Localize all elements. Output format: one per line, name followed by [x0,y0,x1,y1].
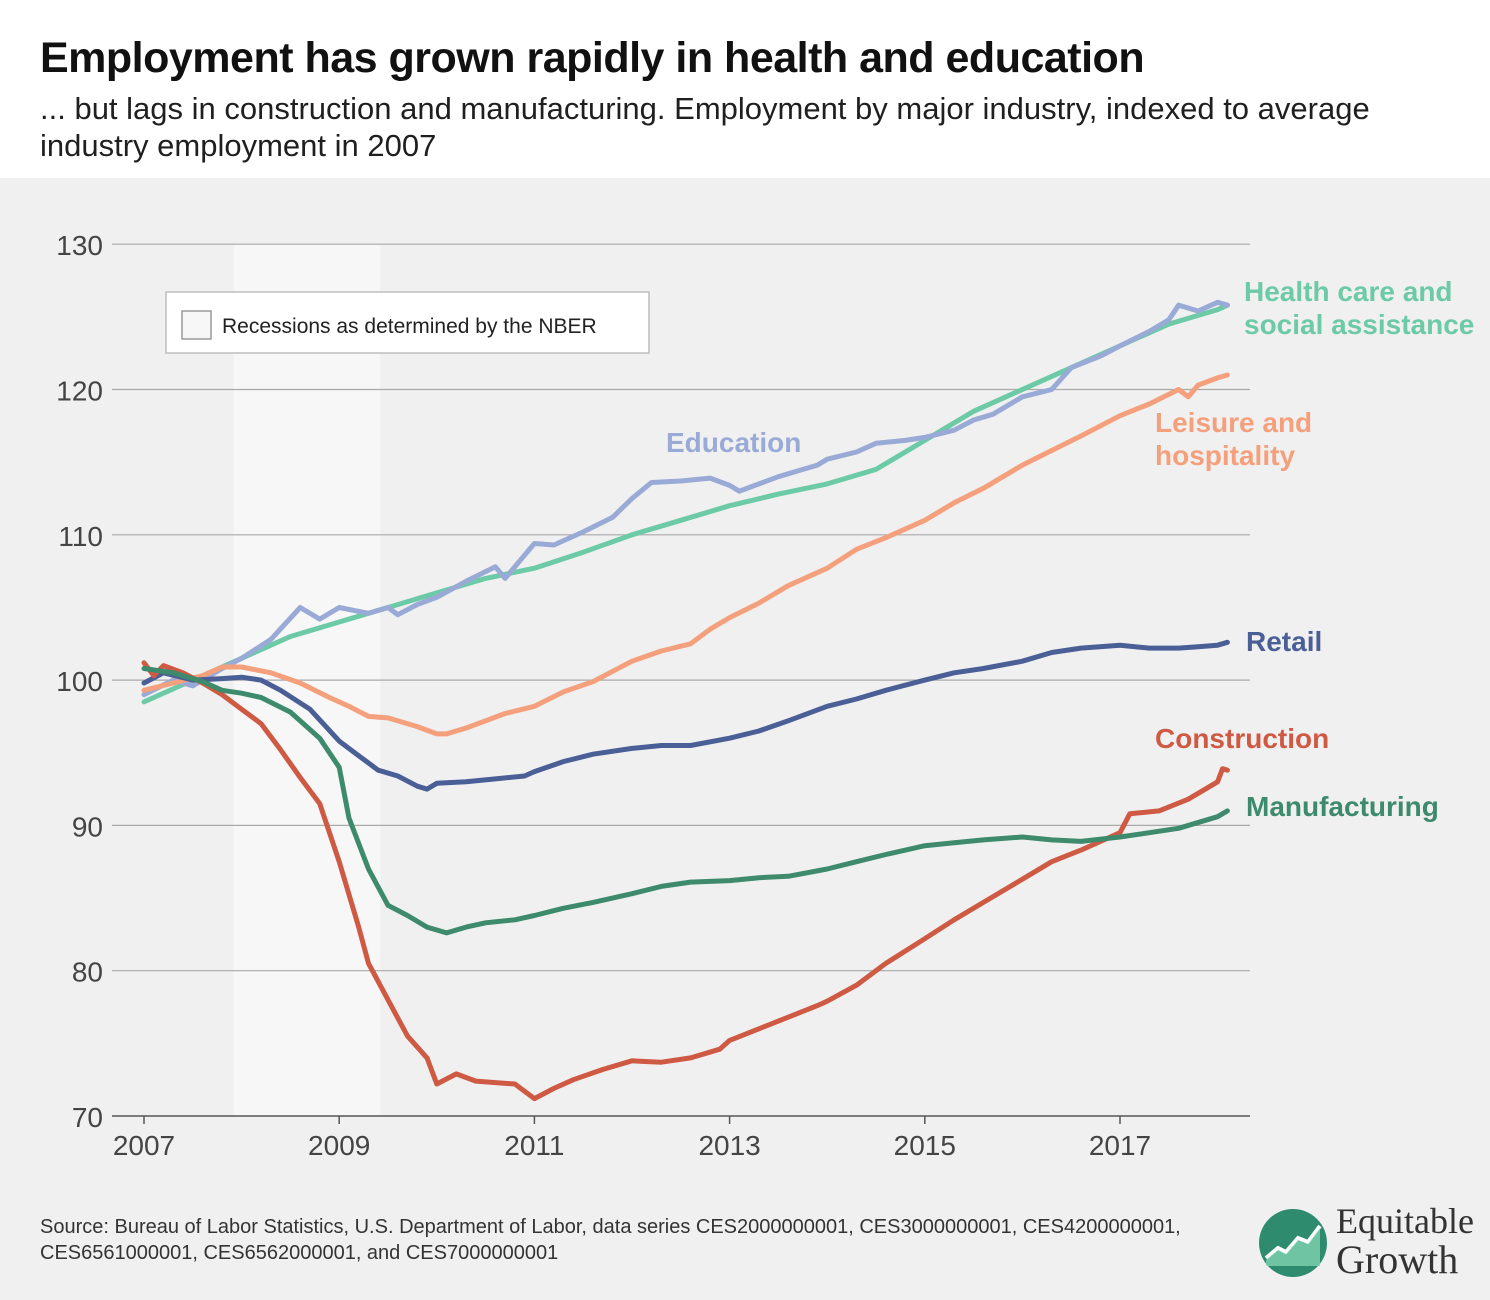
y-tick-label: 110 [58,521,103,552]
series-label-construction: Construction [1155,723,1329,754]
chart-subtitle: ... but lags in construction and manufac… [40,91,1370,163]
y-tick-label: 90 [72,811,103,842]
series-line-construction [141,660,1230,1102]
x-tick-label: 2009 [308,1130,370,1161]
gridlines [112,243,1250,1117]
y-tick-label: 100 [56,666,103,697]
y-tick-label: 130 [56,230,103,261]
legend-label: Recessions as determined by the NBER [222,315,597,338]
header: Employment has grown rapidly in health a… [0,0,1490,178]
y-tick-label: 70 [72,1102,103,1133]
series-label-manufacturing: Manufacturing [1246,791,1439,822]
y-axis: 70 80 90 100 110 120 130 [56,230,103,1133]
equitable-growth-logo: Equitable Growth [1258,1198,1490,1288]
series-line-manufacturing [141,666,1230,936]
legend: Recessions as determined by the NBER [165,291,650,354]
series-line-leisure-and-hospitality [141,372,1230,737]
x-tick-label: 2007 [113,1130,175,1161]
series-line-education [141,299,1230,698]
y-tick-label: 80 [72,957,103,988]
x-tick-label: 2013 [698,1130,760,1161]
chart-title: Employment has grown rapidly in health a… [40,34,1145,82]
series-label-education: Education [666,427,801,458]
x-tick-label: 2015 [894,1130,956,1161]
legend-box [165,291,650,354]
source-note: Source: Bureau of Labor Statistics, U.S.… [40,1216,1181,1264]
x-tick-label: 2017 [1089,1130,1151,1161]
series-line-retail [141,639,1230,792]
series-label-leisure-and-hospitality: Leisure and hospitality [1155,407,1312,471]
x-tick-label: 2011 [504,1130,564,1161]
series-labels: Health care and social assistance Educatio… [666,276,1474,822]
series-label-retail: Retail [1246,626,1322,657]
logo-text-line1: Equitable [1336,1201,1474,1241]
series-group [141,299,1230,1102]
y-tick-label: 120 [56,376,103,407]
x-axis: 2007 2009 2011 2013 2015 2017 [113,1116,1151,1161]
logo-text-line2: Growth [1336,1237,1459,1282]
chart-growth-icon [1259,1209,1327,1277]
legend-swatch [181,310,212,340]
series-label-health-care-and-social-assistance: Health care and social assistance [1244,276,1474,340]
